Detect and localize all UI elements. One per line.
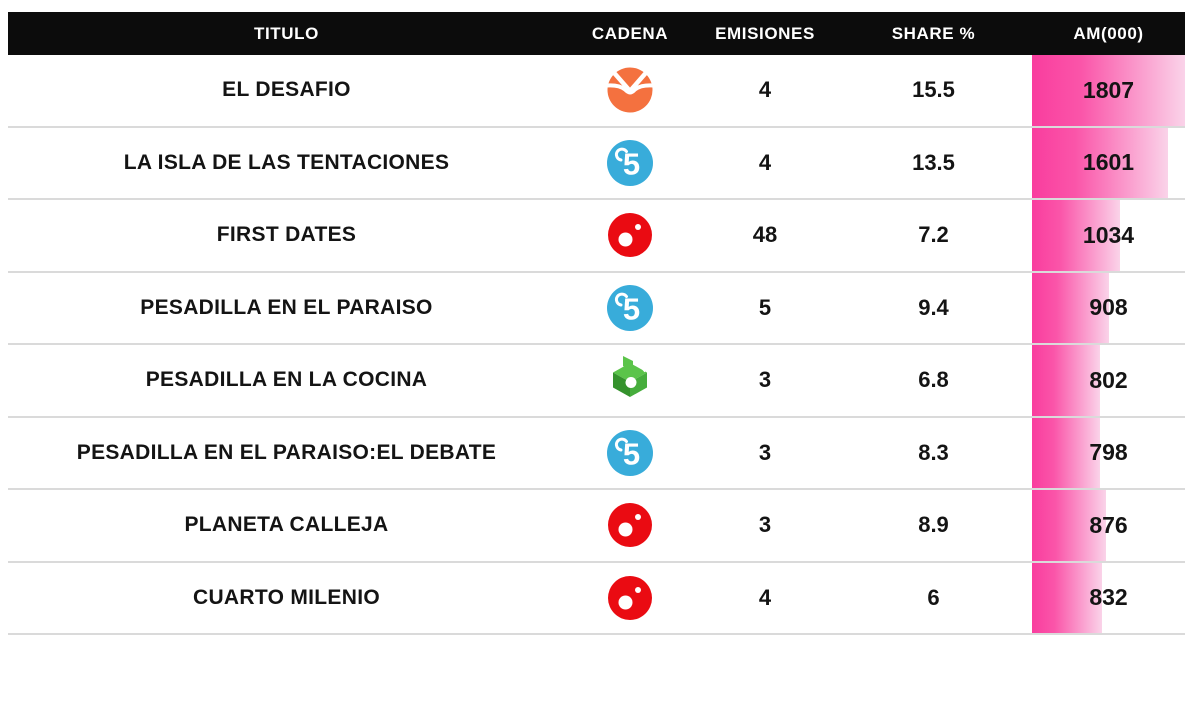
- show-title: PESADILLA EN EL PARAISO: [140, 295, 433, 319]
- header-cell-emisiones: EMISIONES: [715, 23, 815, 43]
- channel-cell: 5: [565, 418, 695, 489]
- channel-cell: [565, 55, 695, 126]
- channel-cell: 5: [565, 273, 695, 344]
- emisiones-cell: 4: [758, 149, 772, 175]
- show-title: PESADILLA EN LA COCINA: [145, 368, 428, 392]
- title-cell: LA ISLA DE LAS TENTACIONES: [8, 128, 565, 199]
- am-cell: 908: [1032, 272, 1185, 343]
- am-cell: 1601: [1032, 127, 1185, 198]
- cuatro-icon: [608, 503, 652, 548]
- ratings-table: TITULO CADENA EMISIONES SHARE % AM(000) …: [8, 12, 1185, 635]
- show-title: CUARTO MILENIO: [193, 585, 380, 609]
- show-title: EL DESAFIO: [222, 78, 351, 102]
- share-cell: 6: [927, 584, 940, 610]
- title-cell: PESADILLA EN EL PARAISO: [8, 273, 565, 344]
- am-cell: 832: [1032, 562, 1185, 633]
- table-body: EL DESAFIO 4 15.5 1807 LA ISLA DE LAS TE…: [8, 55, 1185, 635]
- header-cell-share: SHARE %: [891, 23, 976, 43]
- emisiones-cell: 5: [758, 294, 772, 320]
- telecinco-icon: 5: [607, 139, 653, 186]
- am-value: 1034: [1082, 221, 1135, 248]
- header-cell-cadena: CADENA: [591, 23, 669, 43]
- table-row: PLANETA CALLEJA 3 8.9 876: [8, 490, 1185, 563]
- show-title: LA ISLA DE LAS TENTACIONES: [123, 150, 450, 174]
- cuatro-icon: [608, 213, 652, 258]
- emisiones-cell: 4: [758, 584, 772, 610]
- show-title: PLANETA CALLEJA: [184, 513, 389, 537]
- share-cell: 7.2: [918, 222, 949, 248]
- share-cell: 8.9: [918, 512, 949, 538]
- telecinco-icon: 5: [607, 429, 653, 476]
- am-value: 832: [1089, 584, 1128, 611]
- lasexta-icon: [613, 355, 648, 398]
- show-title: PESADILLA EN EL PARAISO:EL DEBATE: [76, 440, 497, 464]
- am-cell: 798: [1032, 417, 1185, 488]
- table-row: CUARTO MILENIO 4 6 832: [8, 562, 1185, 635]
- table-row: FIRST DATES 48 7.2 1034: [8, 200, 1185, 273]
- am-cell: 876: [1032, 490, 1185, 561]
- am-value: 908: [1089, 294, 1128, 321]
- channel-cell: [565, 345, 695, 416]
- show-title: FIRST DATES: [216, 223, 357, 247]
- share-cell: 8.3: [918, 439, 949, 465]
- antena3-icon: [605, 67, 655, 113]
- channel-cell: [565, 490, 695, 561]
- svg-text:5: 5: [623, 291, 640, 326]
- am-cell: 1807: [1032, 55, 1185, 126]
- channel-cell: [565, 200, 695, 271]
- share-cell: 13.5: [912, 149, 955, 175]
- emisiones-cell: 48: [752, 222, 778, 248]
- title-cell: FIRST DATES: [8, 200, 565, 271]
- telecinco-icon: 5: [607, 284, 653, 331]
- am-value: 876: [1089, 511, 1128, 538]
- am-value: 1601: [1082, 149, 1135, 176]
- title-cell: PLANETA CALLEJA: [8, 490, 565, 561]
- header-cell-am: AM(000): [1073, 23, 1144, 43]
- emisiones-cell: 4: [758, 77, 772, 103]
- title-cell: EL DESAFIO: [8, 55, 565, 126]
- emisiones-cell: 3: [758, 367, 772, 393]
- am-value: 802: [1089, 366, 1128, 393]
- am-value: 798: [1089, 439, 1128, 466]
- table-row: PESADILLA EN LA COCINA 3 6.8 802: [8, 345, 1185, 418]
- table-row: PESADILLA EN EL PARAISO:EL DEBATE 5 3 8.…: [8, 417, 1185, 490]
- am-cell: 802: [1032, 345, 1185, 416]
- table-header: TITULO CADENA EMISIONES SHARE % AM(000): [8, 12, 1185, 55]
- title-cell: CUARTO MILENIO: [8, 563, 565, 634]
- table-row: PESADILLA EN EL PARAISO 5 5 9.4 908: [8, 272, 1185, 345]
- svg-text:5: 5: [623, 436, 640, 471]
- channel-cell: 5: [565, 128, 695, 199]
- share-cell: 15.5: [912, 77, 955, 103]
- title-cell: PESADILLA EN EL PARAISO:EL DEBATE: [8, 418, 565, 489]
- channel-cell: [565, 563, 695, 634]
- share-cell: 9.4: [918, 294, 949, 320]
- table-row: LA ISLA DE LAS TENTACIONES 5 4 13.5 1601: [8, 127, 1185, 200]
- emisiones-cell: 3: [758, 512, 772, 538]
- header-cell-titulo: TITULO: [254, 23, 319, 43]
- cuatro-icon: [608, 575, 652, 620]
- table-row: EL DESAFIO 4 15.5 1807: [8, 55, 1185, 128]
- am-cell: 1034: [1032, 200, 1185, 271]
- title-cell: PESADILLA EN LA COCINA: [8, 345, 565, 416]
- svg-text:5: 5: [623, 146, 640, 181]
- share-cell: 6.8: [918, 367, 949, 393]
- emisiones-cell: 3: [758, 439, 772, 465]
- am-value: 1807: [1082, 76, 1135, 103]
